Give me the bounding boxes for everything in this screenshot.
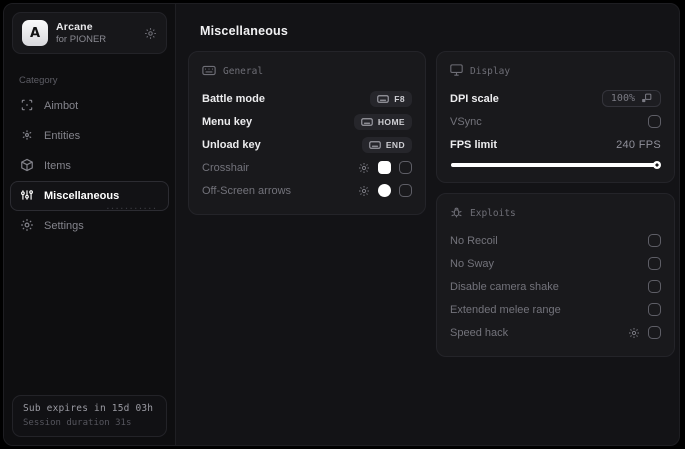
display-card: Display DPI scale 100% VSy xyxy=(436,51,675,183)
subscription-card: Sub expires in 15d 03h Session duration … xyxy=(12,395,167,437)
offscreen-arrows-label: Off-Screen arrows xyxy=(202,184,292,197)
sidebar-item-label: Aimbot xyxy=(44,100,79,112)
general-header: General xyxy=(223,66,264,77)
sub-expires-text: Sub expires in 15d 03h xyxy=(23,403,154,414)
app-title: Arcane xyxy=(56,21,93,33)
no-sway-row: No Sway xyxy=(450,252,661,275)
offscreen-arrows-gear-icon[interactable] xyxy=(358,185,370,197)
aimbot-crosshair-icon xyxy=(20,98,34,115)
extended-melee-range-checkbox[interactable] xyxy=(648,303,661,316)
crosshair-checkbox[interactable] xyxy=(399,161,412,174)
crosshair-gear-icon[interactable] xyxy=(358,162,370,174)
watermark-dots: ··········· xyxy=(106,204,158,213)
speed-hack-row: Speed hack xyxy=(450,321,661,344)
sidebar-item-label: Entities xyxy=(44,130,81,142)
scale-icon xyxy=(642,93,652,103)
dpi-scale-select[interactable]: 100% xyxy=(601,90,661,107)
app-settings-gear-icon[interactable] xyxy=(144,27,157,40)
offscreen-arrows-checkbox[interactable] xyxy=(399,184,412,197)
general-keyboard-icon xyxy=(202,65,216,79)
items-box-icon xyxy=(20,158,34,175)
settings-gear-icon xyxy=(20,218,34,235)
vsync-row: VSync xyxy=(450,110,661,133)
offscreen-arrows-row: Off-Screen arrows xyxy=(202,179,412,202)
sidebar-item-entities[interactable]: Entities xyxy=(10,121,169,151)
sidebar-item-label: Items xyxy=(44,160,71,172)
sidebar-item-items[interactable]: Items xyxy=(10,151,169,181)
entities-icon xyxy=(20,128,34,145)
unload-key-label: Unload key xyxy=(202,138,261,151)
menu-key-keybind[interactable]: HOME xyxy=(353,113,412,130)
sidebar-item-aimbot[interactable]: Aimbot xyxy=(10,91,169,121)
miscellaneous-sliders-icon xyxy=(20,188,34,205)
vsync-label: VSync xyxy=(450,115,482,128)
app-subtitle: for PIONER xyxy=(56,34,107,45)
fps-limit-value: 240 FPS xyxy=(616,138,661,151)
no-sway-label: No Sway xyxy=(450,257,495,270)
fps-limit-label: FPS limit xyxy=(450,138,498,151)
fps-limit-row: FPS limit 240 FPS xyxy=(450,133,661,156)
page-title: Miscellaneous xyxy=(200,24,289,38)
fps-slider-fill xyxy=(451,163,660,167)
crosshair-label: Crosshair xyxy=(202,161,250,174)
sidebar-item-miscellaneous[interactable]: Miscellaneous ··········· xyxy=(10,181,169,213)
unload-key-keybind[interactable]: END xyxy=(361,136,412,153)
general-card: General Battle mode F8 Menu key xyxy=(188,51,426,215)
no-recoil-checkbox[interactable] xyxy=(648,234,661,247)
exploits-header: Exploits xyxy=(470,208,516,219)
sidebar-item-label: Miscellaneous xyxy=(44,190,120,202)
disable-camera-shake-row: Disable camera shake xyxy=(450,275,661,298)
sidebar-item-settings[interactable]: Settings xyxy=(10,211,169,241)
app-window: A Arcane for PIONER Category A xyxy=(3,3,680,446)
display-monitor-icon xyxy=(450,64,463,79)
no-recoil-row: No Recoil xyxy=(450,229,661,252)
extended-melee-range-label: Extended melee range xyxy=(450,303,561,316)
extended-melee-range-row: Extended melee range xyxy=(450,298,661,321)
keyboard-icon xyxy=(377,94,390,103)
offscreen-arrows-color-swatch[interactable] xyxy=(378,184,391,197)
app-logo: A xyxy=(22,20,48,46)
menu-key-row: Menu key HOME xyxy=(202,110,412,133)
dpi-scale-label: DPI scale xyxy=(450,92,499,105)
main-panel: Miscellaneous General B xyxy=(176,4,679,445)
display-header: Display xyxy=(470,66,511,77)
disable-camera-shake-label: Disable camera shake xyxy=(450,280,559,293)
sidebar: A Arcane for PIONER Category A xyxy=(4,4,176,445)
exploits-bug-icon xyxy=(450,206,463,222)
vsync-checkbox[interactable] xyxy=(648,115,661,128)
session-duration-text: Session duration 31s xyxy=(23,418,132,428)
disable-camera-shake-checkbox[interactable] xyxy=(648,280,661,293)
battle-mode-row: Battle mode F8 xyxy=(202,87,412,110)
keyboard-icon xyxy=(361,117,373,126)
unload-key-row: Unload key END xyxy=(202,133,412,156)
crosshair-row: Crosshair xyxy=(202,156,412,179)
battle-mode-keybind[interactable]: F8 xyxy=(370,90,412,107)
no-sway-checkbox[interactable] xyxy=(648,257,661,270)
app-header-card: A Arcane for PIONER xyxy=(12,12,167,54)
battle-mode-label: Battle mode xyxy=(202,92,265,105)
exploits-card: Exploits No Recoil No Sway Disable camer… xyxy=(436,193,675,357)
sidebar-item-label: Settings xyxy=(44,220,84,232)
fps-slider-knob[interactable] xyxy=(653,161,661,169)
speed-hack-checkbox[interactable] xyxy=(648,326,661,339)
menu-key-label: Menu key xyxy=(202,115,253,128)
category-label: Category xyxy=(19,75,58,86)
no-recoil-label: No Recoil xyxy=(450,234,498,247)
speed-hack-gear-icon[interactable] xyxy=(628,327,640,339)
sidebar-nav: Aimbot Entities Items xyxy=(4,91,175,241)
speed-hack-label: Speed hack xyxy=(450,326,509,339)
crosshair-color-swatch[interactable] xyxy=(378,161,391,174)
dpi-scale-row: DPI scale 100% xyxy=(450,87,661,110)
fps-limit-slider[interactable] xyxy=(451,161,661,169)
keyboard-icon xyxy=(368,140,381,149)
